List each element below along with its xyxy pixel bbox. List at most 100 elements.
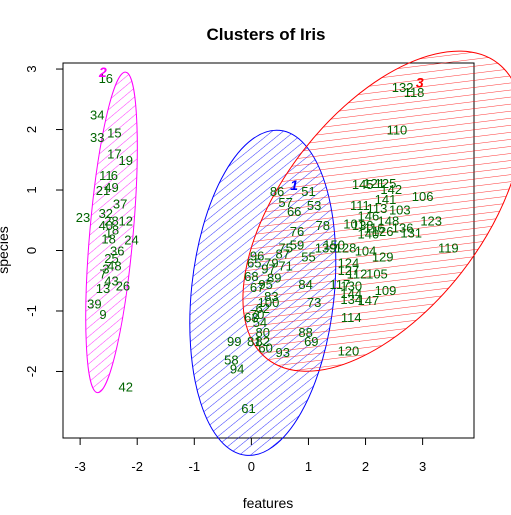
- point-label-39: 39: [87, 297, 101, 312]
- point-label-28: 28: [104, 213, 118, 228]
- point-label-7: 7: [99, 266, 106, 281]
- point-label-142: 142: [380, 182, 402, 197]
- point-label-131: 131: [400, 225, 422, 240]
- y-axis: -2 -1 0 1 2 3: [24, 65, 63, 377]
- point-label-106: 106: [412, 189, 434, 204]
- point-label-129: 129: [372, 250, 394, 265]
- point-label-147: 147: [358, 293, 380, 308]
- point-label-13: 13: [96, 281, 110, 296]
- point-label-139: 139: [315, 240, 337, 255]
- point-label-36: 36: [110, 244, 124, 259]
- point-label-76: 76: [290, 224, 304, 239]
- cluster-ellipses: [85, 50, 511, 456]
- point-label-141: 141: [375, 192, 397, 207]
- y-tick-label: 1: [24, 186, 39, 193]
- point-label-25: 25: [104, 251, 118, 266]
- point-label-86: 86: [270, 184, 284, 199]
- point-label-55: 55: [301, 250, 315, 265]
- point-label-9: 9: [99, 307, 106, 322]
- point-label-26: 26: [116, 279, 130, 294]
- point-label-132: 132: [392, 80, 414, 95]
- point-label-57: 57: [278, 195, 292, 210]
- x-axis: -3 -2 -1 0 1 2 3: [74, 438, 426, 474]
- point-label-117: 117: [329, 277, 350, 292]
- point-label-109: 109: [375, 283, 397, 298]
- point-label-114: 114: [341, 310, 362, 325]
- point-label-75: 75: [278, 240, 292, 255]
- point-label-80: 80: [256, 325, 270, 340]
- point-label-78: 78: [315, 218, 329, 233]
- point-label-43: 43: [104, 274, 118, 289]
- point-label-136: 136: [392, 221, 414, 236]
- cluster-ellipse-2: [85, 71, 138, 394]
- point-label-125: 125: [375, 176, 397, 191]
- point-label-21: 21: [96, 183, 110, 198]
- point-label-120: 120: [338, 343, 360, 358]
- point-label-150: 150: [323, 237, 345, 252]
- point-label-148: 148: [378, 213, 400, 228]
- point-label-12: 12: [119, 213, 133, 228]
- point-label-34: 34: [90, 107, 104, 122]
- point-label-100: 100: [258, 295, 280, 310]
- point-label-88: 88: [298, 325, 312, 340]
- point-label-144: 144: [340, 286, 362, 301]
- point-label-71: 71: [278, 259, 292, 274]
- point-label-16: 16: [99, 71, 113, 86]
- point-label-89: 89: [267, 271, 281, 286]
- y-tick-label: -1: [24, 305, 39, 317]
- point-label-60: 60: [258, 340, 272, 355]
- point-label-8: 8: [112, 222, 119, 237]
- point-label-119: 119: [438, 240, 459, 255]
- point-label-138: 138: [352, 218, 374, 233]
- x-tick-label: 2: [362, 459, 369, 474]
- point-label-140: 140: [358, 227, 380, 242]
- y-tick-label: 2: [24, 126, 39, 133]
- x-tick-label: 0: [248, 459, 255, 474]
- y-axis-label: species: [0, 226, 11, 273]
- point-label-95: 95: [258, 277, 272, 292]
- point-label-103: 103: [389, 202, 411, 217]
- point-label-65: 65: [247, 256, 261, 271]
- point-label-97: 97: [261, 262, 275, 277]
- point-label-105: 105: [366, 266, 388, 281]
- point-label-18: 18: [101, 231, 115, 246]
- point-label-33: 33: [90, 130, 104, 145]
- point-label-73: 73: [307, 295, 321, 310]
- point-label-23: 23: [76, 210, 90, 225]
- x-tick-label: 3: [419, 459, 426, 474]
- point-label-126: 126: [372, 224, 394, 239]
- point-label-113: 113: [367, 201, 388, 216]
- point-label-130: 130: [340, 279, 362, 294]
- chart-title: Clusters of Iris: [206, 25, 325, 44]
- point-label-59: 59: [290, 237, 304, 252]
- x-tick-label: 1: [305, 459, 312, 474]
- point-label-68: 68: [244, 269, 258, 284]
- point-label-3: 3: [102, 262, 109, 277]
- point-label-19: 19: [119, 153, 133, 168]
- point-label-84: 84: [298, 277, 312, 292]
- point-label-62: 62: [256, 301, 270, 316]
- cluster-number-2: 2: [98, 64, 107, 80]
- x-axis-label: features: [243, 495, 294, 511]
- cluster-labels: 1 2 3: [98, 64, 424, 193]
- x-tick-label: -3: [74, 459, 86, 474]
- point-label-70: 70: [250, 307, 264, 322]
- point-label-82: 82: [256, 334, 270, 349]
- point-label-66: 66: [287, 204, 301, 219]
- point-label-123: 123: [420, 213, 442, 228]
- point-label-67: 67: [250, 280, 264, 295]
- y-tick-label: 0: [24, 247, 39, 254]
- point-label-111: 111: [350, 198, 370, 213]
- point-label-127: 127: [338, 263, 360, 278]
- x-tick-label: -1: [189, 459, 201, 474]
- point-label-146: 146: [358, 208, 380, 223]
- point-label-118: 118: [404, 85, 425, 100]
- point-label-51: 51: [301, 184, 315, 199]
- point-label-37: 37: [113, 196, 127, 211]
- point-label-58: 58: [224, 352, 238, 367]
- point-label-48: 48: [107, 259, 121, 274]
- y-tick-label: 3: [24, 65, 39, 72]
- point-label-116: 116: [364, 221, 385, 236]
